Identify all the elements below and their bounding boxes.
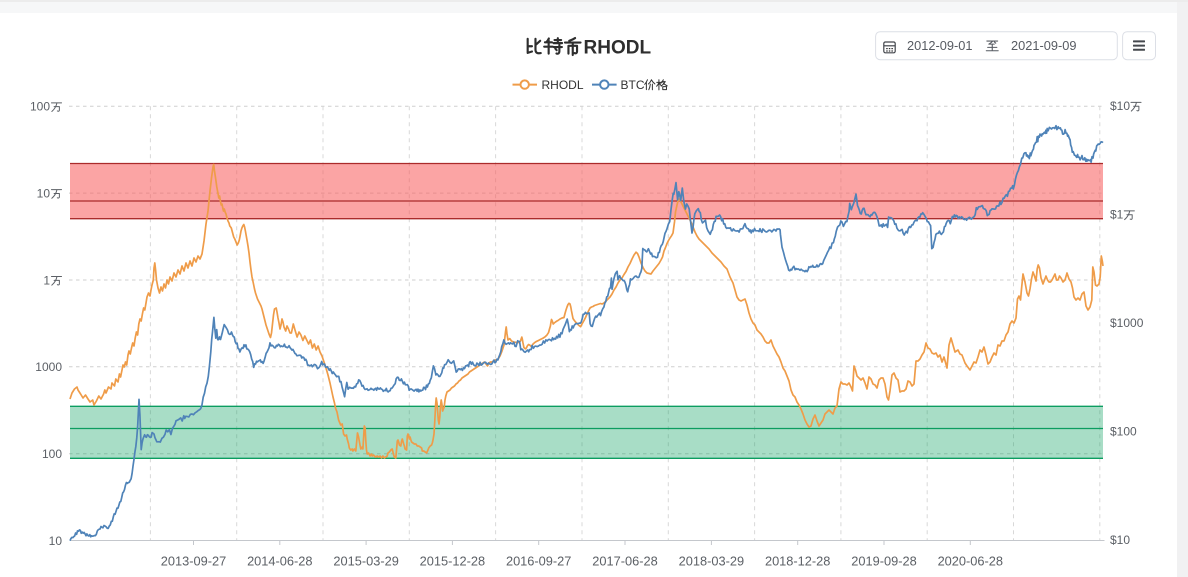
svg-text:2017-06-28: 2017-06-28 [592, 554, 657, 569]
svg-text:2013-09-27: 2013-09-27 [161, 554, 226, 569]
svg-text:10: 10 [49, 534, 63, 548]
svg-text:2018-03-29: 2018-03-29 [679, 554, 744, 569]
svg-text:2021-09-09: 2021-09-09 [1011, 38, 1076, 53]
svg-text:2018-12-28: 2018-12-28 [765, 554, 830, 569]
svg-text:2015-12-28: 2015-12-28 [420, 554, 485, 569]
svg-text:$10: $10 [1110, 99, 1130, 113]
svg-text:RHODL: RHODL [584, 38, 652, 59]
svg-text:$10: $10 [1110, 533, 1130, 547]
svg-text:2012-09-01: 2012-09-01 [907, 38, 972, 53]
svg-text:100: 100 [42, 447, 62, 461]
svg-text:RHODL: RHODL [542, 78, 584, 92]
svg-text:2016-09-27: 2016-09-27 [506, 554, 571, 569]
svg-text:1000: 1000 [35, 360, 62, 374]
svg-text:$1: $1 [1110, 207, 1124, 221]
svg-text:100: 100 [30, 100, 50, 114]
svg-text:2019-09-28: 2019-09-28 [851, 554, 916, 569]
svg-text:2015-03-29: 2015-03-29 [333, 554, 398, 569]
svg-text:2020-06-28: 2020-06-28 [938, 554, 1003, 569]
svg-text:$1000: $1000 [1110, 316, 1144, 330]
svg-text:10: 10 [37, 186, 51, 200]
svg-text:2014-06-28: 2014-06-28 [247, 554, 312, 569]
svg-text:BTC: BTC [621, 78, 645, 92]
svg-text:1: 1 [43, 273, 50, 287]
svg-text:$100: $100 [1110, 425, 1137, 439]
